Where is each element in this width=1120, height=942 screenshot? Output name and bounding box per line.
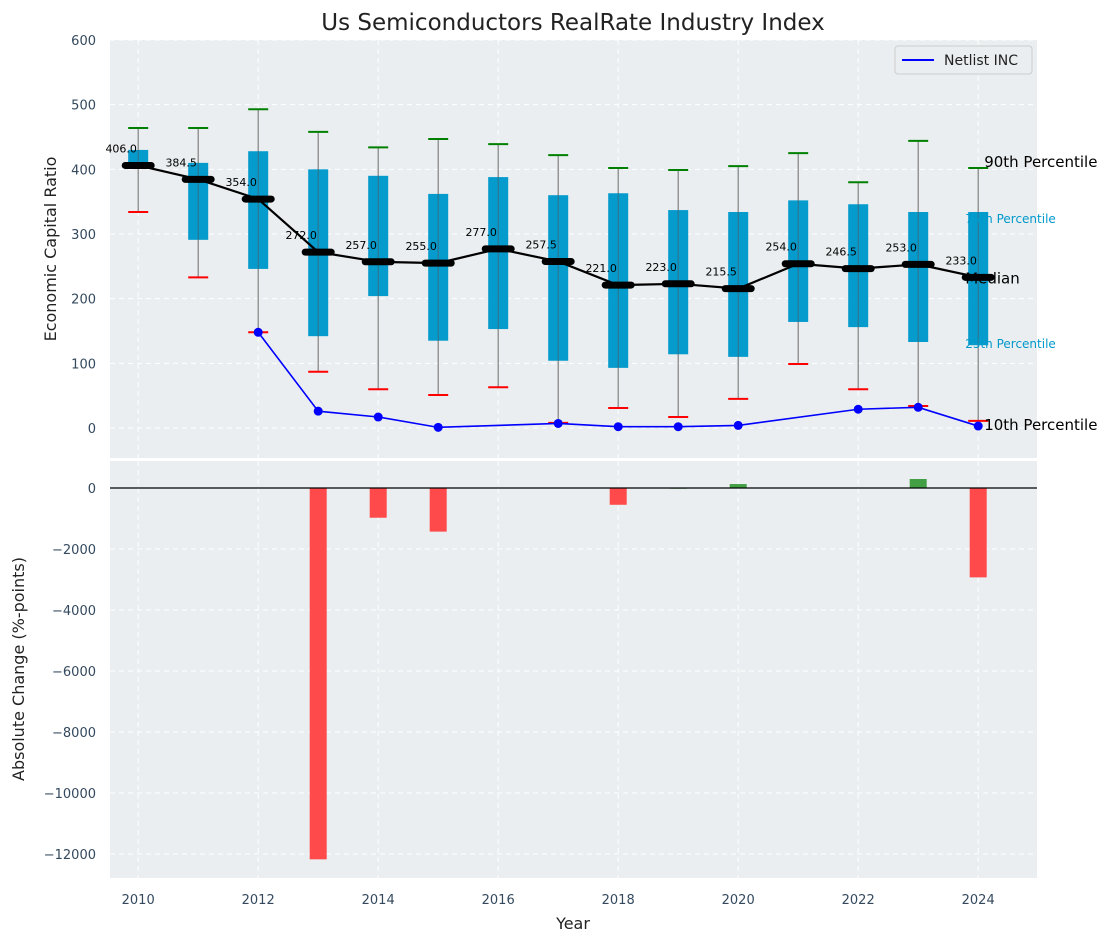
- bottom-y-ticks: 0 −2000 −4000 −6000 −8000 −10000 −12000: [44, 482, 96, 863]
- netlist-point: [373, 412, 383, 422]
- median-value-label: 255.0: [405, 240, 437, 253]
- change-bar: [969, 488, 987, 578]
- top-y-tick-label: 0: [88, 422, 96, 437]
- x-ticks: 2010 2012 2014 2016 2018 2020 2022 2024: [122, 893, 995, 908]
- bottom-y-tick-label: −2000: [52, 543, 96, 558]
- median-value-label: 354.0: [225, 176, 257, 189]
- top-y-axis-label: Economic Capital Ratio: [41, 157, 60, 342]
- x-tick-label: 2012: [242, 893, 275, 908]
- x-tick-label: 2022: [842, 893, 875, 908]
- change-bar: [369, 488, 387, 518]
- x-tick-label: 2024: [962, 893, 995, 908]
- legend: Netlist INC: [894, 45, 1033, 75]
- median-value-label: 384.5: [165, 156, 197, 169]
- top-y-tick-label: 600: [71, 34, 96, 49]
- bottom-y-tick-label: −8000: [52, 726, 96, 741]
- median-value-label: 272.0: [285, 229, 317, 242]
- legend-label-netlist: Netlist INC: [944, 53, 1018, 69]
- annotation-25th: 25th Percentile: [965, 337, 1056, 351]
- median-value-label: 233.0: [945, 254, 977, 267]
- x-tick-label: 2014: [362, 893, 395, 908]
- median-value-label: 257.5: [525, 238, 557, 251]
- netlist-point: [553, 418, 563, 428]
- bottom-y-tick-label: 0: [88, 482, 96, 497]
- x-tick-label: 2016: [482, 893, 515, 908]
- top-y-tick-label: 100: [71, 357, 96, 372]
- netlist-point: [433, 422, 443, 432]
- chart-title: Us Semiconductors RealRate Industry Inde…: [321, 10, 825, 36]
- netlist-point: [733, 420, 743, 430]
- median-value-label: 406.0: [105, 142, 137, 155]
- top-y-tick-label: 400: [71, 163, 96, 178]
- median-value-labels: 406.0 384.5 354.0 272.0 257.0 255.0 277.0 257.5…: [105, 142, 977, 278]
- change-bar: [429, 488, 447, 532]
- top-y-tick-label: 500: [71, 99, 96, 114]
- top-y-ticks: 0 100 200 300 400 500 600: [71, 34, 96, 437]
- netlist-point: [253, 327, 263, 337]
- netlist-series: [253, 327, 983, 432]
- legend-box: [894, 45, 1033, 75]
- x-tick-label: 2020: [722, 893, 755, 908]
- netlist-point: [853, 404, 863, 414]
- annotation-10th: 10th Percentile: [984, 416, 1097, 434]
- annotation-90th: 90th Percentile: [984, 153, 1097, 171]
- bottom-y-tick-label: −6000: [52, 665, 96, 680]
- top-y-tick-label: 200: [71, 293, 96, 308]
- top-y-tick-label: 300: [71, 228, 96, 243]
- change-bar: [609, 488, 627, 505]
- median-value-label: 277.0: [465, 226, 497, 239]
- change-bar: [309, 488, 327, 860]
- change-bars: [309, 479, 987, 860]
- netlist-point: [673, 422, 683, 432]
- bottom-y-axis-label: Absolute Change (%-points): [9, 557, 28, 781]
- median-series: [121, 161, 995, 293]
- annotation-median: Median: [965, 269, 1020, 287]
- median-value-label: 246.5: [825, 246, 857, 259]
- change-bar: [729, 484, 747, 488]
- x-axis-label: Year: [555, 914, 590, 933]
- bottom-y-tick-label: −10000: [44, 787, 96, 802]
- netlist-point: [913, 402, 923, 412]
- netlist-point: [613, 422, 623, 432]
- bottom-y-tick-label: −4000: [52, 604, 96, 619]
- x-tick-label: 2018: [602, 893, 635, 908]
- median-value-label: 221.0: [585, 262, 617, 275]
- x-tick-label: 2010: [122, 893, 155, 908]
- bottom-y-tick-label: −12000: [44, 848, 96, 863]
- bottom-plot-background: [110, 461, 1037, 878]
- median-value-label: 254.0: [765, 241, 797, 254]
- netlist-point: [973, 421, 983, 431]
- percentile-annotations: 90th Percentile 75th Percentile Median 25th…: [965, 153, 1097, 434]
- median-value-label: 215.5: [705, 266, 737, 279]
- median-value-label: 223.0: [645, 261, 677, 274]
- median-value-label: 257.0: [345, 239, 377, 252]
- change-bar: [909, 479, 927, 488]
- netlist-point: [313, 406, 323, 416]
- annotation-75th: 75th Percentile: [965, 212, 1056, 226]
- median-value-label: 253.0: [885, 241, 917, 254]
